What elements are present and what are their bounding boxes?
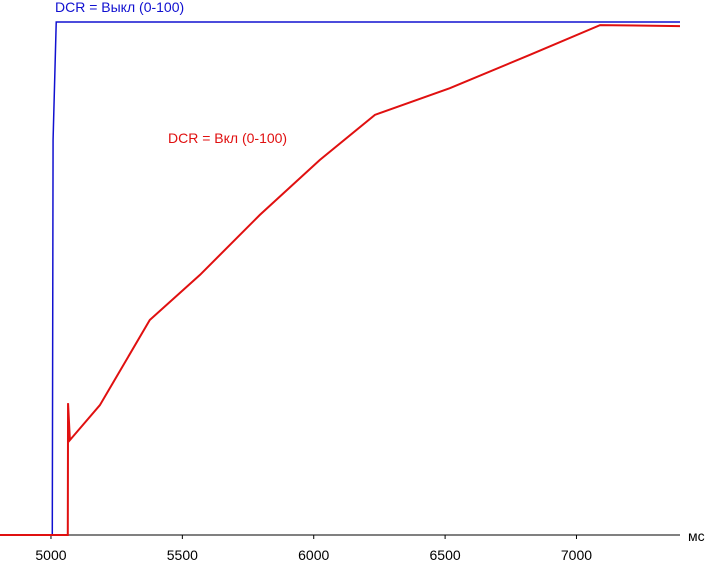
- x-tick-label: 6500: [430, 547, 461, 563]
- x-tick-label: 7000: [561, 547, 592, 563]
- series-label: DCR = Выкл (0-100): [55, 0, 184, 15]
- x-tick-label: 5500: [167, 547, 198, 563]
- series-line: [0, 21, 680, 536]
- x-tick-label: 5000: [35, 547, 66, 563]
- series-label: DCR = Вкл (0-100): [168, 130, 287, 146]
- x-axis-label: мс: [688, 528, 705, 544]
- series-line: [0, 24, 681, 536]
- x-tick-label: 6000: [298, 547, 329, 563]
